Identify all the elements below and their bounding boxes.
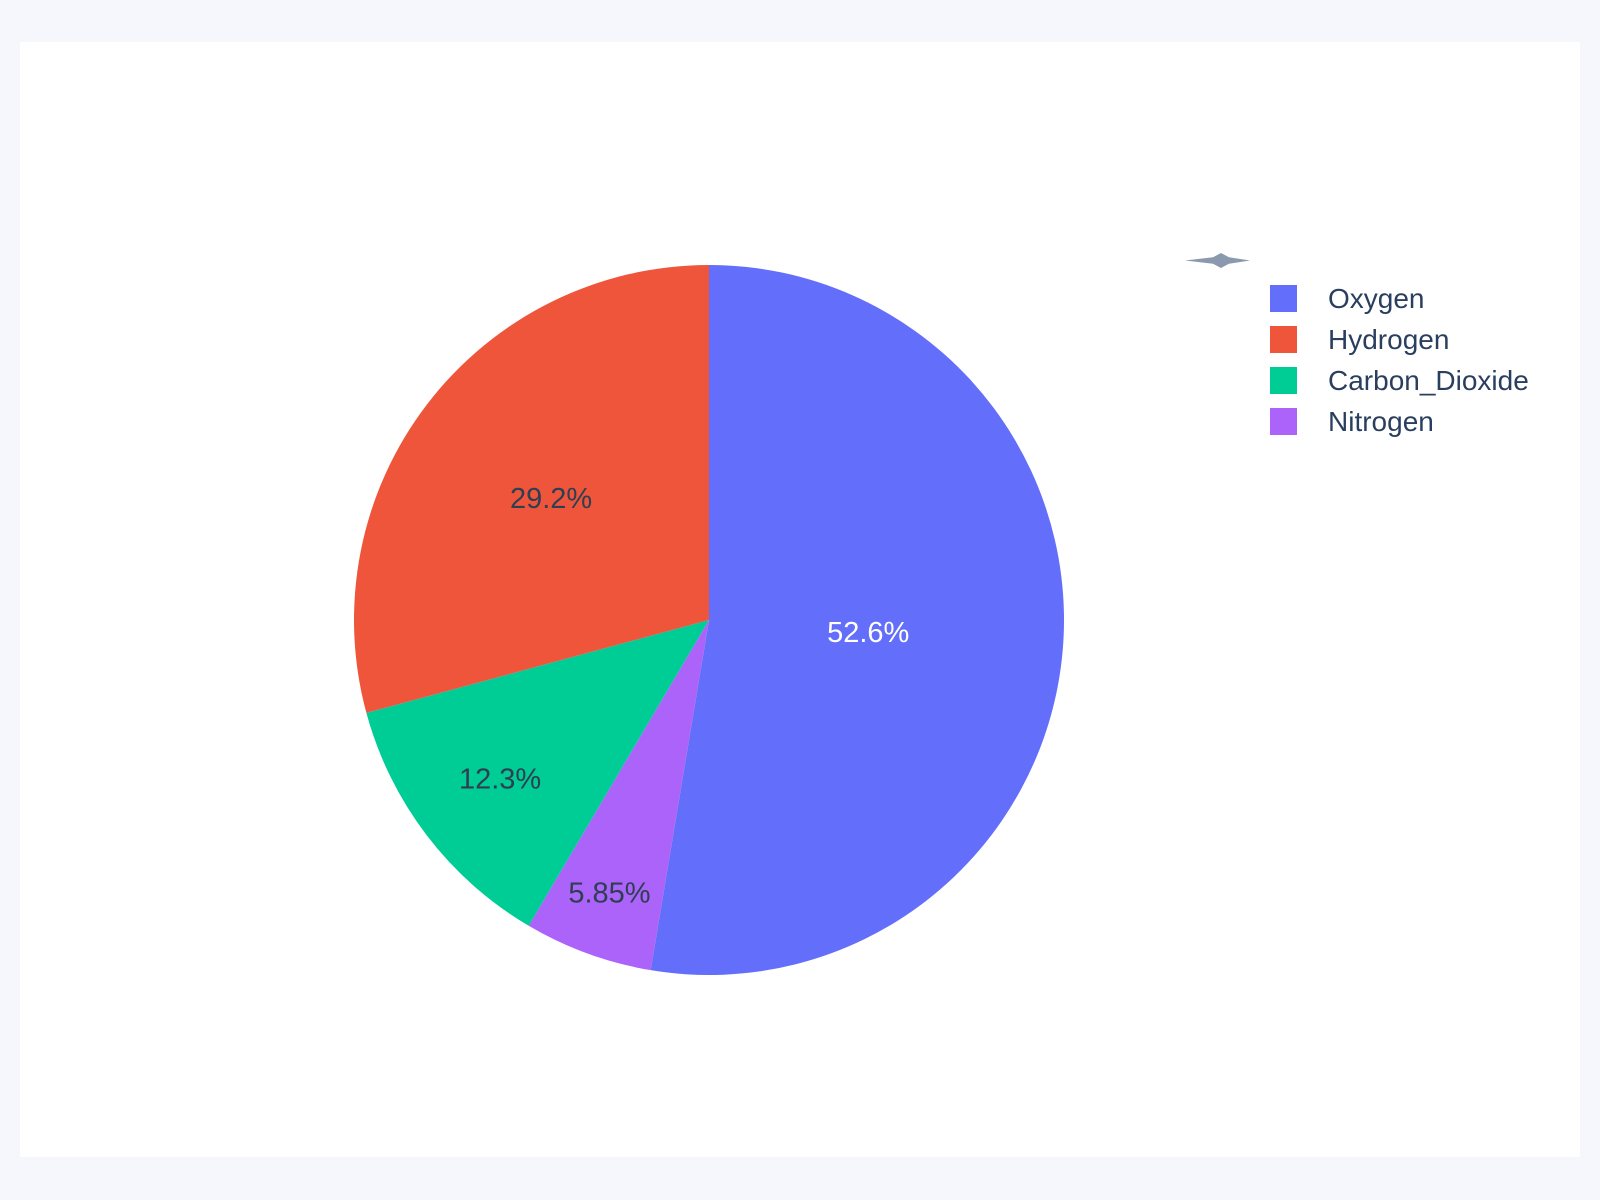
chart-card: 52.6% 5.85% 12.3% 29.2% Oxygen Hydrogen Carbo… xyxy=(20,42,1580,1157)
legend-swatch-nitrogen xyxy=(1270,408,1297,435)
pie-slice-hydrogen[interactable] xyxy=(354,265,709,713)
pie-slice-oxygen[interactable] xyxy=(650,265,1065,976)
pie-slice-carbon_dioxide[interactable] xyxy=(366,620,709,926)
legend-swatch-hydrogen xyxy=(1270,326,1297,353)
legend-label-nitrogen: Nitrogen xyxy=(1328,406,1434,437)
legend-swatch-carbon_dioxide xyxy=(1270,367,1297,394)
diamond-marker-shape xyxy=(1185,253,1250,268)
pie-slice-nitrogen[interactable] xyxy=(528,620,709,971)
legend-item-carbon_dioxide[interactable]: Carbon_Dioxide xyxy=(1270,365,1529,396)
legend-swatch-oxygen xyxy=(1270,285,1297,312)
pie-chart: 52.6%5.85%12.3%29.2% xyxy=(354,265,1065,976)
legend-label-hydrogen: Hydrogen xyxy=(1328,324,1450,355)
legend: Oxygen Hydrogen Carbon_Dioxide Nitrogen xyxy=(1270,285,1529,449)
diamond-marker-icon xyxy=(1185,253,1250,268)
legend-item-hydrogen[interactable]: Hydrogen xyxy=(1270,324,1529,355)
legend-label-carbon_dioxide: Carbon_Dioxide xyxy=(1328,365,1529,396)
legend-label-oxygen: Oxygen xyxy=(1328,283,1425,314)
legend-item-oxygen[interactable]: Oxygen xyxy=(1270,283,1529,314)
legend-item-nitrogen[interactable]: Nitrogen xyxy=(1270,406,1529,437)
